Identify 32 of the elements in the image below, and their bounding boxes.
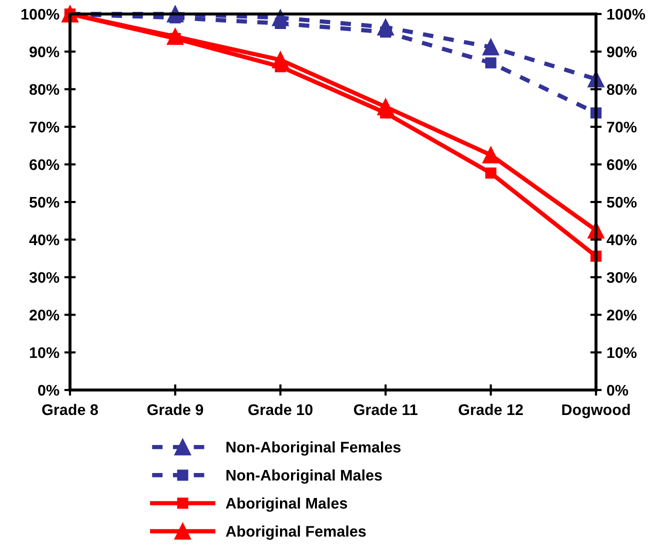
y-tick-label: 30% — [29, 272, 60, 283]
y2-tick-label: 70% — [607, 122, 637, 132]
y2-tick-label: 90% — [606, 46, 637, 58]
y2-tick-label: 40% — [606, 234, 637, 246]
x-tick-label: Dogwood — [562, 404, 630, 418]
x-tick-label: Grade 11 — [354, 404, 418, 416]
y-tick-label: 50% — [29, 196, 60, 208]
y-tick-label: 10% — [30, 347, 60, 358]
y-tick-label: 80% — [29, 84, 60, 95]
x-tick-label: Grade 8 — [42, 404, 98, 416]
y2-tick-label: 80% — [606, 84, 637, 95]
legend-label: Non-Aboriginal Males — [226, 469, 382, 484]
legend-label: Aboriginal Males — [226, 497, 348, 512]
x-tick-label: Grade 9 — [147, 404, 204, 416]
legend-label: Aboriginal Females — [226, 526, 366, 540]
y2-tick-label: 60% — [606, 159, 637, 170]
legend-label: Non-Aboriginal Females — [226, 441, 401, 456]
x-tick-label: Grade 10 — [248, 404, 312, 416]
y2-tick-label: 30% — [606, 272, 637, 283]
x-tick-label: Grade 12 — [458, 404, 523, 416]
y2-tick-label: 20% — [606, 310, 637, 320]
y-tick-label: 20% — [30, 310, 60, 320]
y-tick-label: 70% — [30, 122, 60, 132]
y-tick-label: 0% — [38, 384, 60, 396]
y-tick-label: 60% — [30, 159, 60, 170]
y2-tick-label: 10% — [607, 347, 637, 358]
y2-tick-label: 0% — [607, 384, 628, 396]
y-tick-label: 100% — [21, 8, 60, 20]
y-tick-label: 90% — [30, 46, 60, 58]
y2-tick-label: 100% — [607, 8, 646, 20]
y-tick-label: 40% — [29, 234, 60, 246]
y2-tick-label: 50% — [606, 196, 637, 208]
